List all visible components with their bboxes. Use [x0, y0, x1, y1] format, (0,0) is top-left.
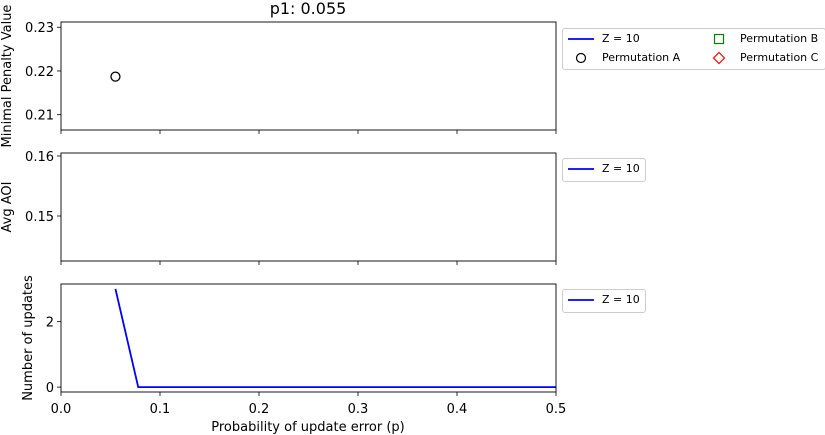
- aoi-axes: 0.15 0.16: [25, 150, 557, 265]
- x-axis-label: Probability of update error (p): [211, 420, 404, 435]
- legend-label: Z = 10: [602, 32, 640, 45]
- y-tick-label: 0.15: [25, 210, 54, 225]
- penalty-ylabel: Minimal Penalty Value: [0, 5, 15, 148]
- x-tick-label: 0.1: [150, 402, 171, 417]
- circle-marker-icon: [575, 52, 587, 64]
- legend-aoi: Z = 10: [562, 158, 646, 182]
- square-marker-icon: [713, 33, 725, 45]
- penalty-axes: 0.21 0.22 0.23: [25, 21, 557, 134]
- plot-area: [110, 71, 121, 82]
- legend-label: Permutation A: [602, 51, 681, 64]
- axes-frame: [60, 21, 557, 131]
- updates-ylabel: Number of updates: [21, 275, 36, 401]
- x-tick-label: 0.0: [51, 402, 72, 417]
- legend-penalty: Z = 10 Permutation B Permutation A Permu…: [562, 28, 825, 70]
- y-tick-label: 2: [46, 316, 54, 331]
- x-tick-label: 0.5: [546, 402, 567, 417]
- series-line: [114, 288, 556, 388]
- axes-frame: [60, 152, 557, 262]
- x-tick-label: 0.4: [447, 402, 468, 417]
- y-tick-label: 0.23: [25, 21, 54, 36]
- updates-axes: 0 2 0.0 0.1 0.2 0.3 0.4 0.5: [46, 283, 567, 417]
- y-tick-label: 0.16: [25, 150, 54, 165]
- data-point: [110, 71, 121, 82]
- line-icon: [568, 299, 594, 301]
- x-tick-label: 0.2: [249, 402, 270, 417]
- chart-title: p1: 0.055: [270, 0, 347, 18]
- legend-label: Permutation C: [740, 51, 819, 64]
- line-icon: [568, 38, 594, 40]
- y-tick-label: 0: [46, 381, 54, 396]
- x-tick-label: 0.3: [348, 402, 369, 417]
- y-tick-label: 0.22: [25, 65, 54, 80]
- legend-updates: Z = 10: [562, 289, 646, 313]
- axes-frame: [60, 283, 557, 393]
- legend-label: Z = 10: [602, 293, 640, 306]
- legend-label: Permutation B: [740, 32, 819, 45]
- diamond-marker-icon: [712, 51, 726, 65]
- plot-area: [114, 288, 556, 388]
- y-tick-label: 0.21: [25, 109, 54, 124]
- legend-label: Z = 10: [602, 162, 640, 175]
- line-icon: [568, 168, 594, 170]
- aoi-ylabel: Avg AOI: [0, 182, 15, 233]
